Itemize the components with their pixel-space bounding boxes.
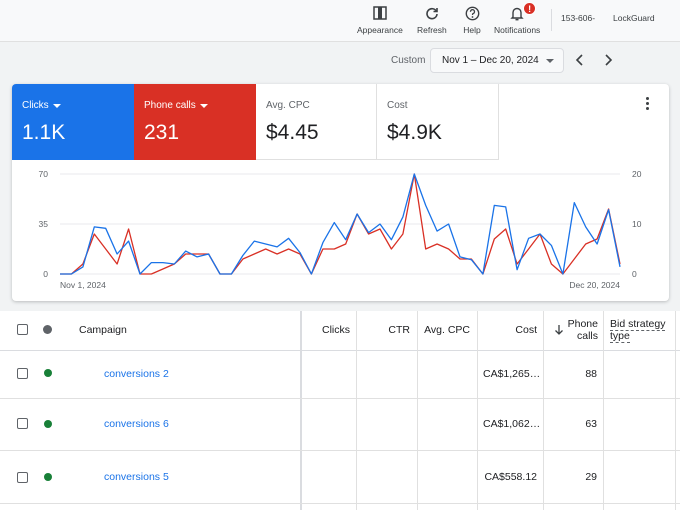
- left-axis-tick: 35: [39, 219, 49, 229]
- bell-icon: !: [508, 2, 537, 22]
- x-axis-end-label: Dec 20, 2024: [569, 280, 620, 290]
- help-label: Help: [463, 25, 481, 35]
- x-axis-start-label: Nov 1, 2024: [60, 280, 106, 290]
- campaign-table: Campaign Clicks CTR Avg. CPC Cost Phone …: [0, 311, 680, 510]
- metric-clicks-label: Clicks: [22, 100, 49, 111]
- header-cost[interactable]: Cost: [515, 324, 537, 336]
- cost-cell: CA$558.12: [484, 471, 537, 483]
- metric-clicks[interactable]: Clicks 1.1K: [12, 84, 134, 160]
- column-divider: [356, 311, 357, 510]
- date-range-label: Custom: [391, 55, 426, 66]
- metric-cost[interactable]: Cost $4.9K: [377, 84, 499, 160]
- notifications-label: Notifications: [494, 25, 541, 35]
- help-icon: [463, 4, 481, 22]
- performance-card: Clicks 1.1K Phone calls 231 Avg. CPC $4.…: [12, 84, 669, 301]
- top-toolbar: Appearance Refresh Help ! Notifications …: [0, 0, 680, 42]
- toolbar-divider: [551, 9, 552, 31]
- metric-clicks-value: 1.1K: [22, 121, 66, 144]
- metric-avg-cpc[interactable]: Avg. CPC $4.45: [256, 84, 377, 160]
- appearance-icon: [371, 4, 389, 22]
- metric-avg-cpc-label: Avg. CPC: [266, 100, 310, 111]
- table-row[interactable]: conversions 2 CA$1,265… 88: [0, 351, 680, 399]
- header-ctr[interactable]: CTR: [388, 324, 410, 336]
- notification-badge: !: [523, 2, 537, 15]
- right-axis-tick: 20: [632, 169, 642, 179]
- column-divider: [300, 311, 302, 510]
- campaign-link[interactable]: conversions 5: [104, 471, 169, 483]
- metric-avg-cpc-value: $4.45: [266, 121, 319, 144]
- metric-cost-label: Cost: [387, 100, 408, 111]
- refresh-icon: [423, 4, 441, 22]
- left-axis-tick: 0: [43, 269, 48, 279]
- table-header: Campaign Clicks CTR Avg. CPC Cost Phone …: [0, 311, 680, 351]
- column-divider: [543, 311, 544, 510]
- right-axis-tick: 10: [632, 219, 642, 229]
- chevron-left-icon[interactable]: [572, 52, 588, 68]
- metric-phone-calls-label: Phone calls: [144, 100, 196, 111]
- metric-cost-value: $4.9K: [387, 121, 442, 144]
- header-campaign[interactable]: Campaign: [79, 324, 127, 336]
- header-bid-line1: Bid strategy: [610, 318, 666, 331]
- caret-down-icon: [546, 59, 554, 63]
- metric-phone-calls[interactable]: Phone calls 231: [134, 84, 256, 160]
- series-line-phone-calls: [60, 173, 621, 275]
- column-divider: [603, 311, 604, 510]
- column-divider: [675, 311, 676, 510]
- account-name[interactable]: LockGuard: [613, 13, 655, 23]
- row-checkbox[interactable]: [17, 368, 28, 379]
- header-avg-cpc[interactable]: Avg. CPC: [424, 324, 470, 336]
- more-options-icon[interactable]: [643, 96, 651, 112]
- phone-calls-cell: 29: [585, 471, 597, 483]
- notifications-button[interactable]: ! Notifications: [494, 2, 541, 35]
- header-bid-line2: type: [610, 330, 630, 343]
- select-all-checkbox[interactable]: [17, 324, 28, 335]
- metric-phone-calls-value: 231: [144, 121, 180, 144]
- column-divider: [477, 311, 478, 510]
- refresh-label: Refresh: [417, 25, 447, 35]
- dropdown-icon: [52, 103, 61, 108]
- status-enabled-icon: [44, 369, 52, 377]
- phone-calls-cell: 63: [585, 418, 597, 430]
- date-range-value: Nov 1 – Dec 20, 2024: [442, 55, 539, 66]
- date-range-select[interactable]: Nov 1 – Dec 20, 2024: [430, 48, 564, 73]
- account-id[interactable]: 153-606-: [561, 13, 596, 23]
- row-checkbox[interactable]: [17, 472, 28, 483]
- header-phone-calls-line1: Phone: [567, 318, 598, 330]
- chevron-right-icon[interactable]: [600, 52, 616, 68]
- header-bid-strategy[interactable]: Bid strategy type: [610, 318, 666, 343]
- header-phone-calls[interactable]: Phone calls: [556, 318, 598, 342]
- dropdown-icon: [199, 103, 208, 108]
- refresh-button[interactable]: Refresh: [417, 4, 447, 35]
- row-checkbox[interactable]: [17, 418, 28, 429]
- campaign-link[interactable]: conversions 6: [104, 418, 169, 430]
- status-enabled-icon: [44, 473, 52, 481]
- table-row[interactable]: conversions 6 CA$1,062… 63: [0, 399, 680, 451]
- status-header-icon: [43, 325, 52, 334]
- cost-cell: CA$1,265…: [483, 368, 541, 380]
- campaign-link[interactable]: conversions 2: [104, 368, 169, 380]
- column-divider: [417, 311, 418, 510]
- status-enabled-icon: [44, 420, 52, 428]
- header-phone-calls-line2: calls: [576, 330, 598, 342]
- left-axis-tick: 70: [39, 169, 49, 179]
- appearance-label: Appearance: [357, 25, 403, 35]
- header-clicks[interactable]: Clicks: [322, 324, 350, 336]
- help-button[interactable]: Help: [463, 4, 481, 35]
- appearance-button[interactable]: Appearance: [357, 4, 403, 35]
- series-line-clicks: [60, 173, 621, 275]
- table-row[interactable]: conversions 5 CA$558.12 29: [0, 451, 680, 504]
- cost-cell: CA$1,062…: [483, 418, 541, 430]
- sort-down-icon[interactable]: [554, 324, 564, 336]
- phone-calls-cell: 88: [585, 368, 597, 380]
- right-axis-tick: 0: [632, 269, 637, 279]
- performance-chart: 70 20 35 10 0 0 Nov 1, 2024 Dec 20, 2024: [39, 169, 642, 290]
